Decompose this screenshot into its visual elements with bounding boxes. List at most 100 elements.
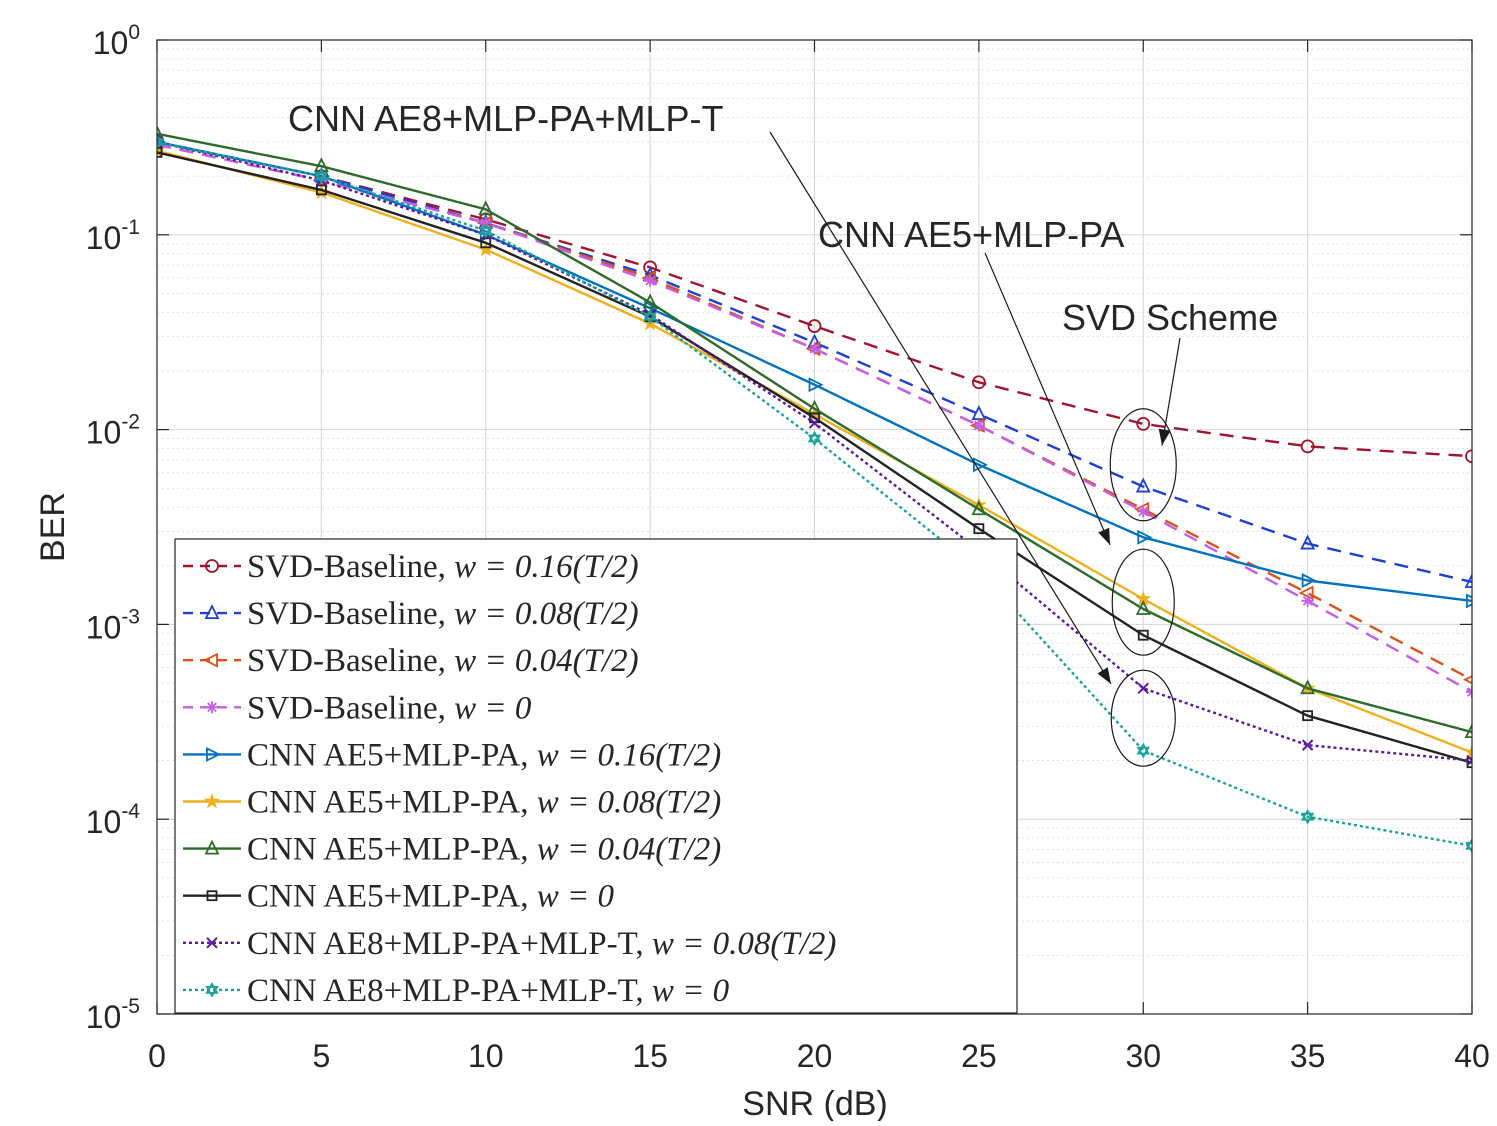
marker-x	[1137, 682, 1149, 694]
marker-triangle-up	[1300, 534, 1316, 550]
marker-hexagram	[807, 434, 822, 447]
marker-square	[1302, 710, 1314, 722]
annotation-arrow-line	[1161, 337, 1181, 446]
legend-label: CNN AE5+MLP-PA, w = 0.16(T/2)	[247, 737, 721, 773]
marker-hexagram	[643, 312, 657, 325]
series-line	[157, 132, 1472, 734]
legend-entry-8: CNN AE5+MLP-PA, w = 0	[183, 879, 614, 915]
marker-hexagram	[205, 986, 219, 998]
axis-ticks: 0 5 10 15 20 25 30 35 40 100 10-1 10-2 10-3 10-4 10-5	[86, 21, 1490, 1074]
legend-label-math: w = 0	[652, 973, 730, 1009]
legend-label-math: w = 0	[537, 879, 615, 915]
y-tick-label: 10-4	[86, 800, 141, 840]
y-tick-label: 10-1	[86, 216, 140, 256]
legend: SVD-Baseline, w = 0.16(T/2)SVD-Baseline,…	[174, 538, 1018, 1014]
marker-triangle-right	[808, 377, 824, 393]
x-tick-label: 0	[148, 1038, 166, 1074]
legend-entry-1: SVD-Baseline, w = 0.16(T/2)	[183, 549, 639, 585]
legend-label: SVD-Baseline, w = 0.04(T/2)	[247, 643, 639, 679]
marker-hexagram	[479, 222, 493, 235]
marker-triangle-up	[478, 200, 494, 216]
legend-label-prefix: CNN AE8+MLP-PA+MLP-T,	[247, 926, 652, 962]
y-tick-label: 10-5	[86, 995, 140, 1035]
marker-triangle-right	[1466, 593, 1472, 609]
x-axis-label: SNR (dB)	[742, 1085, 887, 1121]
series-line	[157, 140, 1472, 847]
marker-circle	[1300, 439, 1315, 454]
marker-hexagram	[1465, 841, 1472, 854]
marker-asterisk	[1467, 690, 1472, 697]
x-tick-label: 10	[468, 1038, 504, 1074]
marker-star	[1463, 743, 1472, 760]
legend-label-prefix: CNN AE5+MLP-PA,	[247, 785, 537, 821]
series-8	[157, 146, 1472, 769]
legend-entry-7: CNN AE5+MLP-PA, w = 0.04(T/2)	[183, 832, 721, 868]
marker-hexagram	[1300, 812, 1315, 825]
marker-hexagram	[205, 982, 219, 994]
marker-square	[1137, 629, 1149, 641]
marker-x	[1301, 739, 1314, 751]
legend-entry-2: SVD-Baseline, w = 0.08(T/2)	[183, 596, 639, 632]
marker-asterisk	[1467, 687, 1472, 694]
annotation-arrowhead	[1097, 667, 1111, 684]
marker-hexagram	[1465, 838, 1472, 850]
marker-triangle-left	[1462, 675, 1472, 685]
legend-label: SVD-Baseline, w = 0.16(T/2)	[247, 549, 639, 585]
legend-label-prefix: CNN AE5+MLP-PA,	[247, 879, 537, 915]
legend-label: CNN AE5+MLP-PA, w = 0	[247, 879, 614, 915]
legend-label-prefix: CNN AE8+MLP-PA+MLP-T,	[247, 973, 652, 1009]
y-tick-label: 10-2	[86, 411, 140, 451]
marker-star	[970, 496, 987, 513]
marker-asterisk	[645, 276, 656, 286]
legend-label-prefix: SVD-Baseline,	[247, 549, 454, 585]
x-tick-label: 20	[797, 1038, 833, 1074]
marker-asterisk	[809, 343, 820, 354]
legend-label-prefix: CNN AE5+MLP-PA,	[247, 737, 537, 773]
annotations: CNN AE8+MLP-PA+MLP-T CNN AE5+MLP-PA SVD Sc…	[288, 98, 1278, 767]
series-group	[157, 124, 1472, 854]
annotation-ellipse	[1109, 408, 1177, 522]
legend-label-math: w = 0.08(T/2)	[537, 785, 722, 821]
annotation-label-ae8: CNN AE8+MLP-PA+MLP-T	[288, 98, 723, 139]
legend-label-math: w = 0.04(T/2)	[454, 643, 639, 679]
annotation-ellipse	[1111, 548, 1175, 656]
marker-circle	[807, 319, 822, 333]
marker-star	[203, 792, 221, 809]
legend-entry-5: CNN AE5+MLP-PA, w = 0.16(T/2)	[183, 737, 721, 773]
marker-hexagram	[157, 134, 164, 146]
marker-triangle-up	[204, 604, 220, 619]
legend-label: CNN AE5+MLP-PA, w = 0.04(T/2)	[247, 832, 721, 868]
marker-asterisk	[207, 702, 217, 713]
marker-triangle-up	[1464, 573, 1472, 588]
marker-triangle-up	[642, 293, 658, 309]
y-axis-label: BER	[34, 492, 72, 562]
x-tick-label: 15	[632, 1038, 668, 1074]
legend-label: CNN AE8+MLP-PA+MLP-T, w = 0.08(T/2)	[247, 926, 836, 962]
marker-triangle-right	[206, 746, 222, 762]
legend-label-math: w = 0	[454, 690, 532, 726]
legend-label: SVD-Baseline, w = 0.08(T/2)	[247, 596, 639, 632]
marker-x	[206, 937, 218, 949]
marker-square	[206, 890, 218, 902]
annotation-arrowhead	[1158, 428, 1171, 446]
marker-circle	[971, 375, 986, 390]
x-tick-label: 25	[961, 1038, 997, 1074]
marker-square	[973, 523, 985, 535]
x-tick-label: 30	[1125, 1038, 1161, 1074]
marker-hexagram	[1136, 746, 1150, 759]
marker-triangle-up	[157, 124, 165, 140]
x-tick-label: 40	[1454, 1038, 1490, 1074]
marker-square	[315, 184, 327, 196]
annotation-arrow-line	[769, 131, 1112, 685]
y-tick-label: 10-3	[86, 605, 140, 645]
legend-label-math: w = 0.04(T/2)	[537, 832, 722, 868]
legend-entry-9: CNN AE8+MLP-PA+MLP-T, w = 0.08(T/2)	[183, 926, 836, 962]
annotation-label-svd: SVD Scheme	[1062, 297, 1278, 338]
marker-hexagram	[314, 172, 329, 184]
legend-label-math: w = 0.08(T/2)	[652, 926, 837, 962]
legend-label-math: w = 0.08(T/2)	[454, 596, 639, 632]
annotation-label-ae5: CNN AE5+MLP-PA	[818, 214, 1124, 255]
series-line	[157, 140, 1472, 458]
marker-hexagram	[807, 430, 822, 443]
